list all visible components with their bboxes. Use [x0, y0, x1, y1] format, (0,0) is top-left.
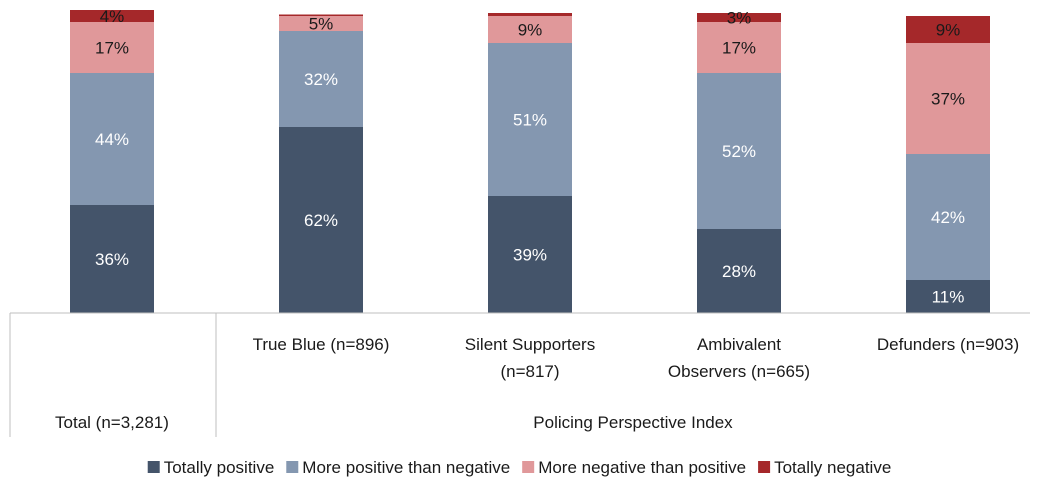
category-tick-label: True Blue (n=896): [253, 335, 390, 354]
legend-swatch: [758, 461, 771, 473]
data-label: 9%: [518, 21, 543, 40]
bar-segment: [697, 73, 781, 229]
data-label: 3%: [727, 9, 752, 28]
category-tick-label: Total (n=3,281): [55, 413, 169, 432]
data-label: 51%: [513, 111, 547, 130]
legend-label: Totally positive: [164, 458, 275, 477]
category-tick-label: Defunders (n=903): [877, 335, 1019, 354]
data-label: 44%: [95, 130, 129, 149]
bar-segment: [279, 16, 363, 31]
legend-swatch: [522, 461, 535, 473]
legend-label: Totally negative: [774, 458, 891, 477]
bar-segment: [488, 13, 572, 16]
legend-items: Totally positive More positive than negat…: [147, 458, 891, 477]
bar-segment: [906, 16, 990, 43]
bar-segment: [488, 43, 572, 196]
category-tick-label: Silent Supporters: [465, 335, 595, 354]
data-label: 4%: [100, 7, 125, 26]
category-axis-table: True Blue (n=896) Silent Supporters (n=817…: [9, 312, 1030, 437]
bar-segment: [70, 10, 154, 22]
group-label: Policing Perspective Index: [533, 413, 733, 432]
bar-segment: [279, 127, 363, 313]
bar-segment: [70, 73, 154, 205]
bar-segment: [70, 205, 154, 313]
legend-swatch: [147, 461, 160, 473]
legend: Totally positive More positive than negat…: [147, 458, 891, 477]
data-label: 36%: [95, 250, 129, 269]
bar-segment: [906, 154, 990, 280]
data-label: 28%: [722, 262, 756, 281]
data-label: 32%: [304, 70, 338, 89]
legend-swatch: [286, 461, 299, 473]
bar-segment: [70, 22, 154, 73]
category-tick-label: Observers (n=665): [668, 362, 810, 381]
data-label: 17%: [95, 39, 129, 58]
bar-segment: [279, 14, 363, 16]
data-label: 11%: [932, 288, 965, 307]
category-tick-label: Ambivalent: [697, 335, 781, 354]
bar-segment: [488, 16, 572, 43]
data-label: 5%: [309, 15, 334, 34]
bar-segment: [697, 229, 781, 313]
data-label: 37%: [931, 90, 965, 109]
data-label: 52%: [722, 142, 756, 161]
data-label: 9%: [936, 21, 961, 40]
legend-label: More negative than positive: [538, 458, 746, 477]
bars-layer: 36% 62% 39% 28% 11% 44% 32% 51% 52% 42% 17% 5% 9% 17%…: [70, 7, 990, 313]
legend-label: More positive than negative: [302, 458, 510, 477]
data-label: 17%: [722, 39, 756, 58]
data-label: 39%: [513, 246, 547, 265]
category-tick-label: (n=817): [500, 362, 559, 381]
data-label: 42%: [931, 208, 965, 227]
bar-segment: [906, 43, 990, 154]
bar-segment: [697, 13, 781, 22]
bar-segment: [279, 31, 363, 127]
data-label: 62%: [304, 211, 338, 230]
bar-segment: [697, 22, 781, 73]
bar-segment: [906, 280, 990, 313]
bar-segment: [488, 196, 572, 313]
